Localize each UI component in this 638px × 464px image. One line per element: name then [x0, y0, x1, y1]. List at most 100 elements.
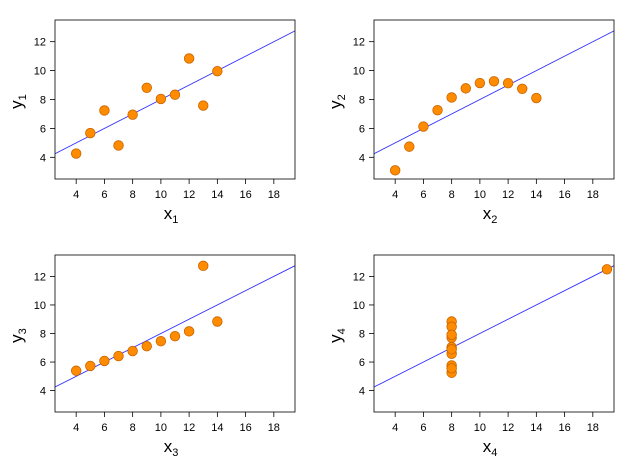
data-point: [99, 105, 110, 116]
x-tick-label: 18: [268, 422, 280, 434]
data-point: [502, 77, 514, 89]
x-tick-label: 16: [558, 189, 570, 201]
x-tick-label: 12: [502, 189, 514, 201]
y-tick-label: 8: [359, 329, 365, 341]
data-point: [212, 65, 223, 77]
data-point: [70, 365, 82, 376]
data-point: [212, 316, 223, 327]
y-tick-label: 8: [359, 95, 365, 107]
data-point: [99, 355, 110, 367]
x-tick-label: 10: [474, 189, 486, 201]
y-tick-label: 10: [353, 300, 365, 312]
y-axis-label-subscript: 4: [336, 328, 348, 334]
x-axis-label-subscript: 2: [491, 214, 497, 226]
data-point: [85, 127, 96, 139]
x-tick-label: 16: [558, 422, 570, 434]
y-axis-label-main: y: [7, 100, 26, 109]
y-tick-label: 10: [34, 300, 46, 312]
data-point: [418, 121, 429, 132]
data-point: [183, 326, 195, 337]
data-point: [169, 89, 181, 100]
y-axis-label-main: y: [326, 334, 345, 343]
x-axis-label-2: x2: [483, 204, 498, 226]
x-tick-label: 12: [183, 422, 195, 434]
y-axis-label-3: y3: [7, 328, 29, 343]
data-point: [446, 344, 457, 355]
regression-line-2: [374, 30, 614, 155]
x-tick-label: 14: [211, 189, 223, 201]
data-point: [127, 109, 138, 120]
x-axis-label-main: x: [483, 437, 492, 456]
x-tick-label: 10: [155, 189, 167, 201]
y-tick-label: 6: [40, 123, 46, 135]
data-point: [127, 345, 138, 357]
y-axis-label-subscript: 2: [336, 94, 348, 100]
x-tick-label: 12: [502, 422, 514, 434]
x-tick-label: 14: [530, 189, 542, 201]
y-tick-label: 4: [359, 386, 365, 398]
data-point: [446, 92, 457, 103]
y-axis-label-4: y4: [326, 328, 348, 343]
y-tick-label: 4: [40, 386, 46, 398]
x-tick-label: 18: [587, 422, 599, 434]
x-tick-label: 14: [530, 422, 542, 434]
x-tick-label: 6: [101, 422, 107, 434]
data-point: [446, 329, 457, 340]
y-tick-label: 6: [359, 123, 365, 135]
y-tick-label: 8: [40, 95, 46, 107]
y-tick-label: 4: [40, 152, 46, 164]
y-tick-label: 10: [34, 66, 46, 78]
x-axis-label-subscript: 4: [491, 447, 497, 459]
data-point: [389, 165, 401, 176]
x-axis-label-3: x3: [164, 437, 179, 459]
data-point: [488, 76, 500, 87]
x-tick-label: 16: [239, 189, 251, 201]
data-point: [517, 83, 528, 95]
data-point: [85, 360, 96, 372]
x-tick-label: 12: [183, 189, 195, 201]
data-point: [474, 77, 486, 89]
data-point: [460, 83, 471, 94]
data-point: [446, 363, 457, 374]
y-axis-label-1: y1: [7, 94, 29, 109]
x-axis-label-subscript: 1: [172, 214, 178, 226]
x-tick-label: 4: [73, 189, 79, 201]
x-axis-label-main: x: [164, 204, 173, 223]
y-axis-label-main: y: [326, 100, 345, 109]
data-point: [70, 148, 82, 159]
y-tick-label: 10: [353, 66, 365, 78]
x-tick-label: 4: [392, 189, 398, 201]
x-axis-label-main: x: [164, 437, 173, 456]
y-axis-label-2: y2: [326, 94, 348, 109]
y-axis-label-subscript: 1: [17, 94, 29, 100]
x-tick-label: 6: [420, 422, 426, 434]
x-tick-label: 8: [130, 422, 136, 434]
data-point: [113, 140, 124, 151]
data-point: [155, 336, 167, 347]
x-tick-label: 8: [130, 189, 136, 201]
x-tick-label: 10: [155, 422, 167, 434]
y-tick-label: 4: [359, 152, 365, 164]
x-axis-label-subscript: 3: [172, 447, 178, 459]
data-point: [404, 141, 415, 152]
regression-line-4: [374, 265, 614, 388]
data-point: [601, 264, 613, 275]
data-point: [141, 341, 152, 352]
y-tick-label: 6: [359, 357, 365, 369]
x-tick-label: 6: [101, 189, 107, 201]
x-tick-label: 4: [392, 422, 398, 434]
x-tick-label: 16: [239, 422, 251, 434]
data-point: [155, 93, 167, 105]
x-tick-label: 8: [449, 189, 455, 201]
x-axis-label-4: x4: [483, 437, 498, 459]
data-point: [169, 331, 181, 342]
y-axis-label-main: y: [7, 334, 26, 343]
y-tick-label: 12: [353, 37, 365, 49]
data-point: [531, 92, 542, 104]
y-tick-label: 6: [40, 357, 46, 369]
x-tick-label: 6: [420, 189, 426, 201]
